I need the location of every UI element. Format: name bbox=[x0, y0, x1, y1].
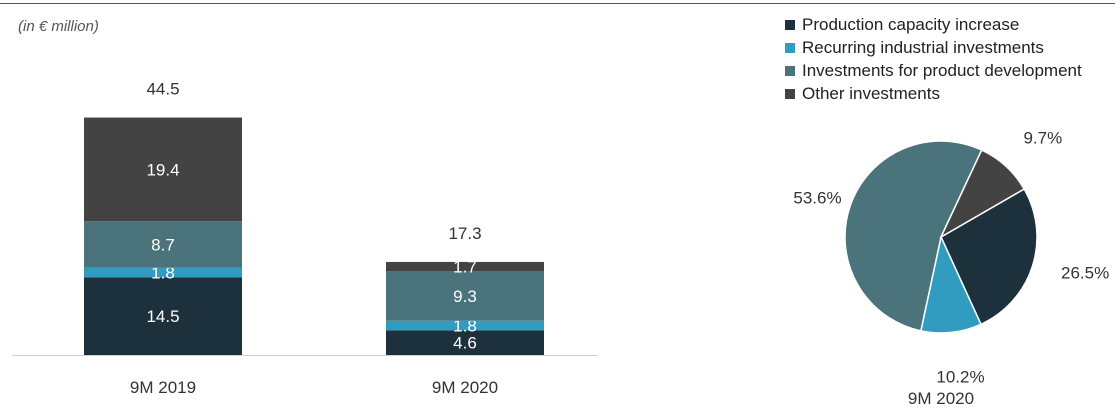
legend-item: Production capacity increase bbox=[785, 13, 1082, 36]
legend: Production capacity increase Recurring i… bbox=[785, 13, 1082, 105]
bar-data-label: 1.8 bbox=[151, 264, 175, 283]
pie-data-label: 26.5% bbox=[1061, 264, 1109, 283]
legend-item: Other investments bbox=[785, 82, 1082, 105]
bar-segment-other bbox=[84, 117, 242, 222]
legend-item: Investments for product development bbox=[785, 59, 1082, 82]
bar-segment-product_dev bbox=[84, 221, 242, 268]
legend-item: Recurring industrial investments bbox=[785, 36, 1082, 59]
bar-total-label: 44.5 bbox=[146, 80, 179, 99]
bar-data-label: 4.6 bbox=[453, 334, 477, 353]
legend-label: Investments for product development bbox=[802, 60, 1082, 80]
x-tick-label: 9M 2020 bbox=[432, 378, 498, 397]
bar-data-label: 1.8 bbox=[453, 317, 477, 336]
pie-data-label: 10.2% bbox=[936, 367, 984, 386]
pie-data-label: 9.7% bbox=[1023, 129, 1062, 148]
bar-data-label: 19.4 bbox=[146, 160, 179, 179]
bar-segment-production bbox=[84, 277, 242, 355]
legend-label: Other investments bbox=[802, 83, 940, 103]
bar-data-label: 8.7 bbox=[151, 236, 175, 255]
bar-data-label: 1.7 bbox=[453, 257, 477, 276]
unit-note: (in € million) bbox=[18, 18, 99, 35]
bar-total-label: 17.3 bbox=[448, 224, 481, 243]
pie-title: 9M 2020 bbox=[908, 389, 974, 408]
pie-slice-production bbox=[940, 187, 1038, 326]
pie-data-label: 53.6% bbox=[793, 188, 841, 207]
bar-segment-product_dev bbox=[386, 271, 544, 321]
legend-swatch bbox=[785, 19, 795, 30]
bar-segment-other bbox=[386, 261, 544, 272]
pie-slice-product_dev bbox=[844, 140, 983, 332]
legend-label: Production capacity increase bbox=[802, 14, 1020, 34]
bar-segment-recurring bbox=[386, 320, 544, 331]
pie-chart: 26.5% 10.2% 53.6% 9.7% 9M 2020 bbox=[793, 129, 1109, 408]
bar-data-label: 14.5 bbox=[146, 307, 179, 326]
bar-segment-production bbox=[386, 330, 544, 355]
x-tick-label: 9M 2019 bbox=[130, 378, 196, 397]
legend-swatch bbox=[785, 88, 795, 99]
legend-label: Recurring industrial investments bbox=[802, 37, 1044, 57]
stacked-bar-chart: 14.51.88.719.444.59M 20194.61.89.31.717.… bbox=[12, 80, 598, 397]
bar-segment-recurring bbox=[84, 267, 242, 278]
legend-swatch bbox=[785, 65, 795, 76]
pie-slice-other bbox=[939, 149, 1026, 239]
legend-swatch bbox=[785, 42, 795, 53]
bar-data-label: 9.3 bbox=[453, 287, 477, 306]
